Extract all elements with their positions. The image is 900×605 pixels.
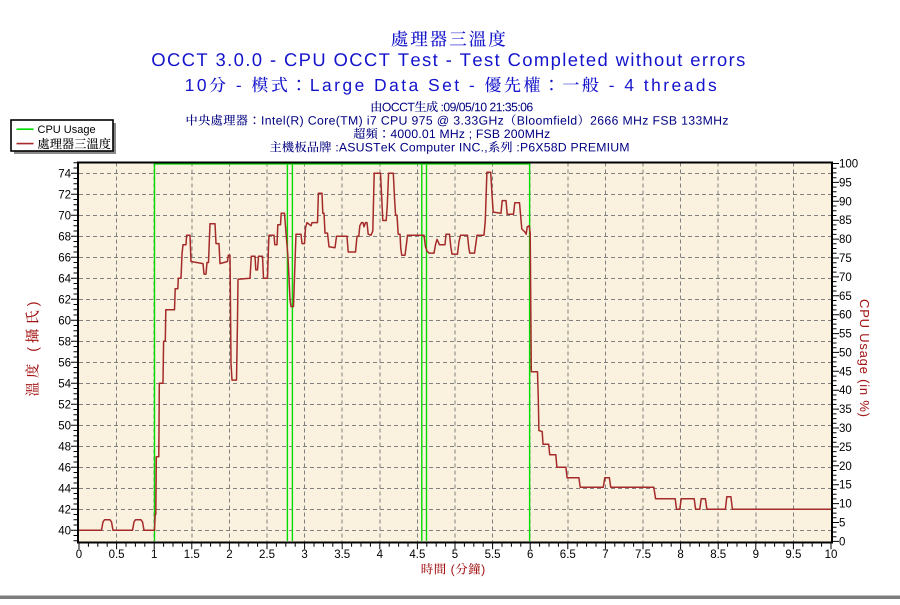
svg-text:6: 6 — [527, 549, 533, 561]
svg-text:35: 35 — [839, 404, 852, 416]
svg-text:75: 75 — [839, 253, 852, 265]
svg-text:56: 56 — [58, 357, 71, 369]
svg-text:64: 64 — [58, 273, 71, 285]
svg-text:9: 9 — [753, 549, 759, 561]
svg-text:4: 4 — [377, 549, 384, 561]
svg-text:1: 1 — [151, 549, 157, 561]
svg-text:5: 5 — [839, 518, 845, 530]
svg-text:40: 40 — [839, 385, 852, 397]
svg-text:0: 0 — [839, 536, 845, 548]
svg-text:9.5: 9.5 — [785, 549, 801, 561]
svg-text:0: 0 — [76, 549, 82, 561]
svg-text:52: 52 — [58, 399, 71, 411]
svg-text:50: 50 — [58, 420, 71, 432]
svg-text:10: 10 — [839, 499, 852, 511]
svg-text:0.5: 0.5 — [109, 549, 125, 561]
svg-text:30: 30 — [839, 423, 852, 435]
svg-text:25: 25 — [839, 442, 852, 454]
svg-text:68: 68 — [58, 231, 71, 243]
svg-text:46: 46 — [58, 462, 71, 474]
svg-text:5: 5 — [452, 549, 458, 561]
svg-text:66: 66 — [58, 252, 71, 264]
svg-text:15: 15 — [839, 480, 852, 492]
svg-text:90: 90 — [839, 196, 852, 208]
svg-text:42: 42 — [58, 504, 71, 516]
svg-text:80: 80 — [839, 234, 852, 246]
svg-text:2.5: 2.5 — [259, 549, 275, 561]
svg-text:40: 40 — [58, 525, 71, 537]
svg-text:7.5: 7.5 — [635, 549, 651, 561]
svg-text:62: 62 — [58, 294, 71, 306]
svg-text:55: 55 — [839, 329, 852, 341]
svg-text:4.5: 4.5 — [409, 549, 425, 561]
svg-text:85: 85 — [839, 215, 852, 227]
svg-text:CPU Usage: CPU Usage — [38, 124, 96, 136]
svg-text:2: 2 — [226, 549, 232, 561]
svg-text:6.5: 6.5 — [560, 549, 576, 561]
svg-text:95: 95 — [839, 177, 852, 189]
svg-text:10: 10 — [825, 549, 838, 561]
svg-text:74: 74 — [58, 168, 71, 180]
svg-text:5.5: 5.5 — [485, 549, 501, 561]
svg-text:44: 44 — [58, 483, 71, 495]
svg-text:70: 70 — [839, 272, 852, 284]
svg-text:7: 7 — [602, 549, 608, 561]
svg-text:20: 20 — [839, 461, 852, 473]
svg-text:70: 70 — [58, 210, 71, 222]
svg-text:50: 50 — [839, 347, 852, 359]
svg-text:60: 60 — [839, 310, 852, 322]
svg-text:8: 8 — [677, 549, 683, 561]
svg-text:72: 72 — [58, 189, 71, 201]
svg-text:48: 48 — [58, 441, 71, 453]
svg-text:65: 65 — [839, 291, 852, 303]
svg-text:58: 58 — [58, 336, 71, 348]
svg-text:100: 100 — [839, 159, 858, 171]
svg-text:3.5: 3.5 — [334, 549, 350, 561]
svg-text:45: 45 — [839, 366, 852, 378]
svg-text:8.5: 8.5 — [710, 549, 726, 561]
svg-text:54: 54 — [58, 378, 71, 390]
svg-text:1.5: 1.5 — [184, 549, 200, 561]
svg-text:3: 3 — [301, 549, 307, 561]
svg-text:60: 60 — [58, 315, 71, 327]
